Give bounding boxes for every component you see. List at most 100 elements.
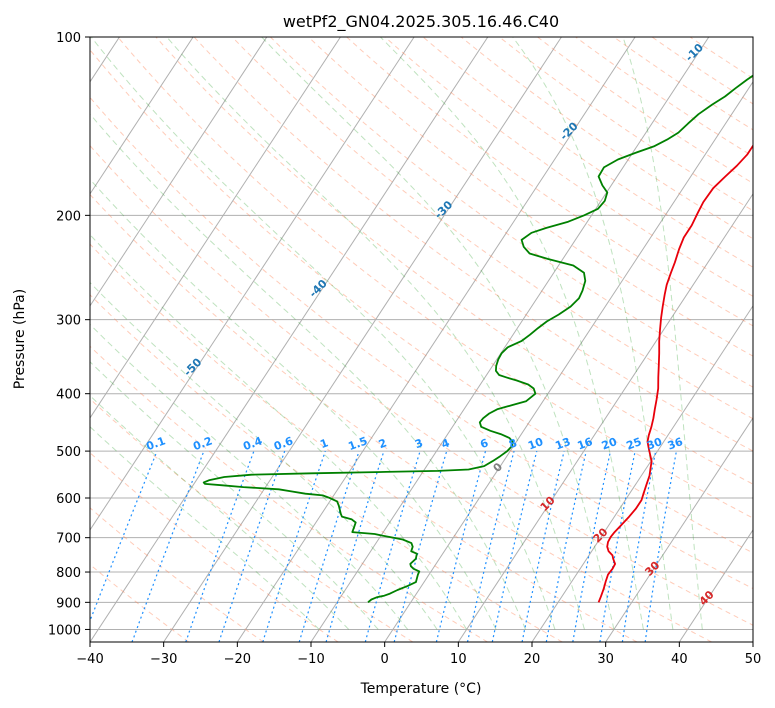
mixing-ratio-label: 30	[645, 435, 664, 453]
mixing-ratio-label: 25	[625, 435, 644, 452]
mixing-ratio-label: 36	[666, 435, 685, 453]
temperature-line	[597, 144, 753, 603]
mixing-ratio-line	[491, 450, 538, 642]
mixing-ratio-line	[298, 450, 360, 642]
dry-adiabat	[90, 294, 563, 642]
dry-adiabat	[231, 37, 753, 420]
isotherm-gridline	[90, 37, 341, 419]
mixing-ratio-line	[185, 450, 255, 642]
isotherm-gridline	[310, 37, 710, 642]
isotherm-gridline	[605, 417, 753, 642]
dry-adiabat	[117, 37, 753, 519]
mixing-ratio-label: 0.1	[144, 434, 167, 453]
isotherm-gridline	[90, 37, 268, 307]
x-tick-label: 0	[381, 652, 389, 667]
mixing-ratio-label: 20	[600, 435, 619, 453]
mixing-ratio-label: 8	[507, 436, 519, 451]
chart-title: wetPf2_GN04.2025.305.16.46.C40	[283, 12, 559, 32]
mixing-ratio-line	[218, 450, 286, 642]
mixing-ratio-label: 0.6	[272, 434, 295, 453]
mixing-ratio-label: 4	[440, 436, 452, 451]
mixing-ratio-line	[435, 450, 487, 642]
isotherm-gridline	[90, 37, 415, 531]
y-tick-label: 1000	[48, 623, 81, 638]
mixing-ratio-line	[572, 450, 612, 642]
mixing-ratio-line	[131, 450, 205, 642]
mixing-ratio-line	[90, 450, 158, 623]
y-tick-label: 900	[56, 596, 81, 611]
moist-adiabat	[90, 178, 497, 630]
isotherm-gridline	[163, 37, 562, 642]
mixing-ratio-label: 3	[413, 436, 425, 451]
x-tick-label: 20	[524, 652, 541, 667]
y-tick-label: 100	[56, 31, 81, 46]
moist-adiabat	[90, 361, 379, 630]
y-tick-label: 700	[56, 532, 81, 547]
mixing-ratio-line	[545, 450, 587, 642]
mixing-ratio-label: 10	[526, 435, 545, 453]
dry-adiabat	[193, 37, 753, 452]
mixing-ratio-line	[325, 450, 385, 642]
y-tick-label: 500	[56, 445, 81, 460]
moist-adiabat	[166, 37, 585, 630]
mixing-ratio-label: 1	[318, 436, 330, 451]
isotherm-gridline	[384, 80, 753, 642]
x-tick-label: 30	[597, 652, 614, 667]
dry-adiabat	[90, 507, 264, 642]
isotherm-gridline	[90, 37, 194, 195]
moist-adiabat	[512, 37, 674, 630]
isotherm-gridline	[236, 37, 636, 642]
data-series	[202, 74, 753, 603]
dry-adiabat	[90, 144, 753, 626]
mixing-ratio-line	[364, 450, 421, 642]
y-tick-label: 300	[56, 314, 81, 329]
y-tick-label: 600	[56, 492, 81, 507]
mixing-ratio-label: 13	[553, 435, 572, 452]
moist-adiabat	[622, 37, 703, 630]
mixing-ratio-label: 0.4	[241, 434, 264, 453]
plot-frame	[89, 36, 754, 643]
y-axis-label: Pressure (hPa)	[12, 289, 28, 389]
mixing-ratio-label: 6	[478, 436, 490, 451]
x-axis-label: Temperature (°C)	[360, 681, 482, 697]
dry-adiabat	[90, 452, 339, 642]
dry-adiabat	[384, 37, 753, 297]
isotherm-gridline	[752, 641, 753, 642]
isotherm-gridline	[531, 304, 753, 642]
line-labels: 0.1 0.2 0.4 0.6 1 1.5 2 3 4 6 8 10 13 16 20 25 30 36-50-4…	[144, 41, 717, 608]
x-tick-label: −40	[76, 652, 103, 667]
moist-adiabat	[90, 234, 468, 630]
moist-adiabat	[90, 426, 320, 630]
moist-adiabat	[90, 281, 438, 630]
x-tick-label: −10	[297, 652, 324, 667]
mixing-ratio-label: 0.2	[191, 434, 214, 453]
dry-adiabat	[90, 243, 638, 642]
moist-adiabat	[380, 37, 644, 630]
isotherm-gridline	[457, 192, 753, 642]
mixing-ratio-label: 16	[576, 435, 595, 453]
dry-adiabat	[308, 37, 753, 357]
y-tick-label: 800	[56, 566, 81, 581]
axes: −40 −30 −20 −10 0 10 20 30 40 5010020030040050060…	[48, 31, 761, 667]
dry-adiabat	[90, 193, 712, 642]
y-tick-label: 400	[56, 388, 81, 403]
mixing-ratio-line	[521, 450, 565, 642]
x-tick-label: 50	[745, 652, 762, 667]
mixing-ratio-line	[393, 450, 448, 642]
isotherm-gridline	[678, 529, 753, 642]
dewpoint-line	[202, 74, 753, 603]
x-tick-label: −30	[150, 652, 177, 667]
dry-adiabat	[90, 96, 753, 590]
isotherm-gridline	[90, 37, 489, 642]
x-tick-label: −20	[224, 652, 251, 667]
moist-adiabat	[90, 113, 526, 630]
mixing-ratio-label: 2	[377, 436, 389, 451]
y-tick-label: 200	[56, 209, 81, 224]
moist-adiabat	[90, 323, 409, 630]
mixing-ratio-label: 1.5	[347, 434, 370, 453]
x-tick-label: 40	[671, 652, 688, 667]
mixing-ratio-line	[466, 450, 515, 642]
moist-adiabat	[90, 37, 556, 630]
x-tick-label: 10	[450, 652, 467, 667]
